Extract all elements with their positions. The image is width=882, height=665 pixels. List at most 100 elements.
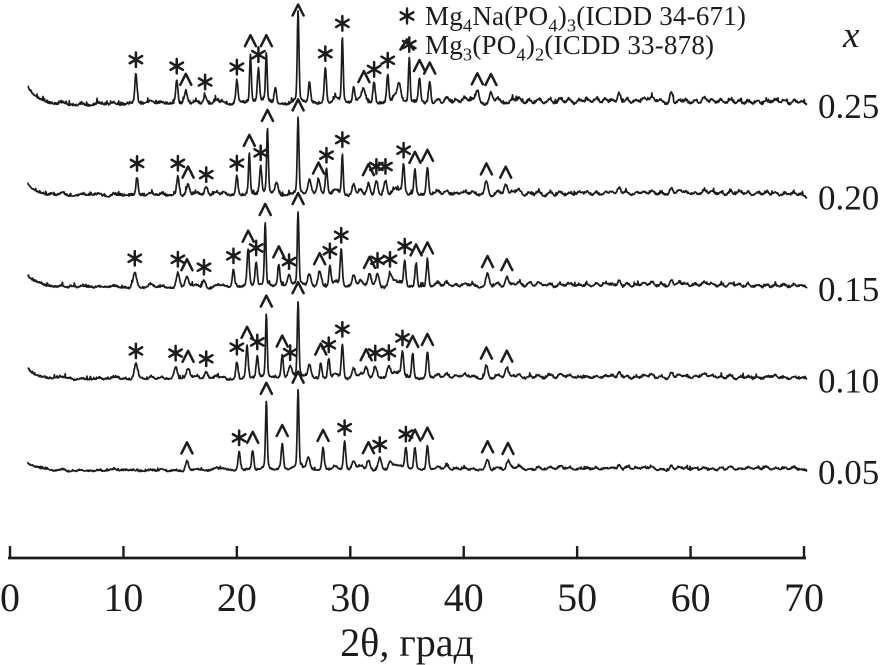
star-marker (281, 253, 297, 270)
series-label: 0.05 (818, 453, 879, 492)
star-marker (337, 419, 353, 437)
star-marker (128, 51, 144, 69)
caret-marker (362, 255, 377, 270)
star-marker (198, 350, 214, 368)
star-marker (397, 237, 413, 255)
xrd-trace-0.05 (26, 388, 808, 473)
markers-0.15 (127, 191, 514, 276)
star-marker (333, 226, 349, 244)
star-marker (248, 239, 264, 257)
caret-marker (259, 294, 274, 308)
x-tick-label: 30 (330, 575, 370, 620)
x-tick-label: 0 (0, 575, 20, 620)
caret-marker (470, 72, 485, 86)
star-marker (377, 158, 393, 175)
caret-marker (500, 257, 514, 272)
caret-marker (484, 72, 498, 87)
caret-marker (291, 280, 305, 295)
star-marker (334, 14, 350, 32)
star-marker (319, 146, 334, 164)
caret-marker (311, 161, 326, 175)
star-marker (398, 425, 414, 443)
caret-marker (420, 426, 435, 440)
legend-entry-mg4na: Mg4Na(PO4)3(ICDD 34-671) (397, 0, 747, 35)
xrd-trace-0.10 (27, 300, 808, 382)
star-marker (381, 344, 397, 362)
caret-marker (291, 3, 305, 17)
xrd-trace-0.25 (27, 10, 808, 107)
caret-marker (420, 332, 435, 347)
caret-marker (498, 165, 513, 179)
caret-marker (259, 381, 274, 396)
star-marker (198, 166, 214, 184)
star-marker (253, 144, 269, 162)
caret-marker (181, 165, 195, 179)
caret-marker (408, 428, 422, 442)
star-marker (170, 154, 186, 172)
caret-marker (501, 441, 515, 456)
caret-marker (260, 108, 275, 123)
caret-marker (316, 428, 330, 443)
xrd-trace-0.20 (27, 116, 808, 199)
caret-marker (361, 440, 376, 455)
markers-0.20 (129, 98, 513, 184)
star-marker (317, 45, 333, 63)
legend-label: Mg4Na(PO4)3(ICDD 34-671) (425, 0, 747, 35)
x-tick-label: 20 (217, 575, 257, 620)
x-tick-label: 70 (784, 575, 824, 620)
caret-marker (291, 191, 305, 206)
star-marker (367, 344, 383, 362)
caret-marker (241, 229, 255, 243)
caret-marker (181, 349, 195, 364)
caret-marker (245, 430, 260, 445)
caret-marker (420, 148, 435, 163)
caret-marker (420, 241, 435, 255)
caret-marker (291, 370, 305, 384)
star-marker (229, 154, 245, 172)
caret-marker (259, 33, 274, 48)
caret-marker (240, 325, 254, 340)
series-label: 0.15 (818, 270, 879, 309)
star-marker (127, 249, 143, 267)
caret-marker (180, 257, 194, 272)
star-marker (169, 57, 185, 75)
legend-entry-mg3: Mg3(PO4)2(ICDD 33-878) (397, 29, 746, 64)
star-marker (322, 242, 338, 260)
caret-marker (179, 72, 193, 87)
caret-marker (314, 342, 328, 356)
caret-marker (312, 251, 327, 266)
series-axis-title: x (843, 15, 860, 56)
caret-marker (275, 334, 289, 348)
caret-marker (291, 98, 305, 112)
star-marker (282, 344, 298, 362)
legend-label: Mg3(PO4)2(ICDD 33-878) (425, 29, 715, 64)
xrd-trace-0.15 (26, 211, 808, 290)
x-axis-title: 2θ, град (340, 620, 474, 665)
star-marker (229, 58, 245, 76)
caret-marker (479, 346, 494, 360)
star-marker (250, 46, 266, 64)
x-tick-label: 10 (103, 575, 143, 620)
star-marker (395, 329, 410, 347)
caret-marker (180, 441, 194, 455)
caret-marker (242, 133, 257, 148)
x-tick-label: 40 (444, 575, 484, 620)
star-marker (229, 338, 245, 356)
star-marker (231, 429, 247, 447)
markers-0.10 (128, 280, 514, 368)
caret-icon (399, 37, 415, 51)
legend: Mg4Na(PO4)3(ICDD 34-671) Mg3(PO4)2(ICDD … (397, 0, 747, 64)
star-marker (170, 250, 186, 268)
caret-marker (275, 423, 289, 438)
star-marker (372, 436, 388, 453)
caret-marker (422, 61, 437, 75)
star-marker (321, 336, 337, 354)
markers-0.05 (180, 370, 515, 456)
markers-0.25 (128, 3, 498, 91)
caret-marker (357, 69, 371, 84)
star-marker (196, 258, 212, 276)
caret-marker (272, 245, 286, 259)
x-tick-label: 50 (557, 575, 597, 620)
